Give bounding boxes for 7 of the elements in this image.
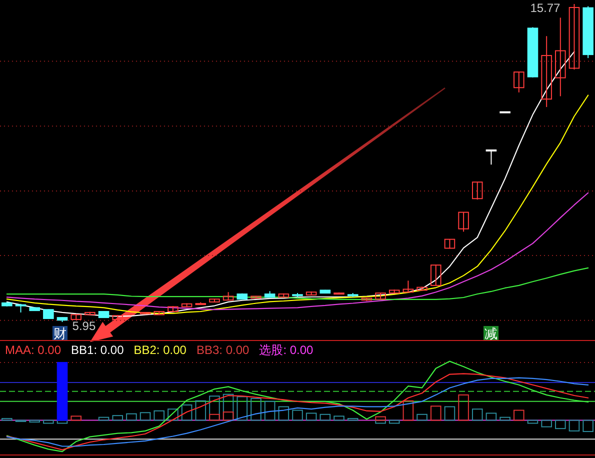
- text: 选股: 0.00: [259, 343, 314, 357]
- text: MAA: 0.00: [5, 343, 62, 357]
- text: BB1: 0.00: [71, 343, 124, 357]
- text: BB3: 0.00: [196, 343, 250, 357]
- annotation: 5.95: [72, 319, 96, 333]
- annotation: 15.77: [530, 1, 561, 15]
- text: BB2: 0.00: [134, 343, 187, 357]
